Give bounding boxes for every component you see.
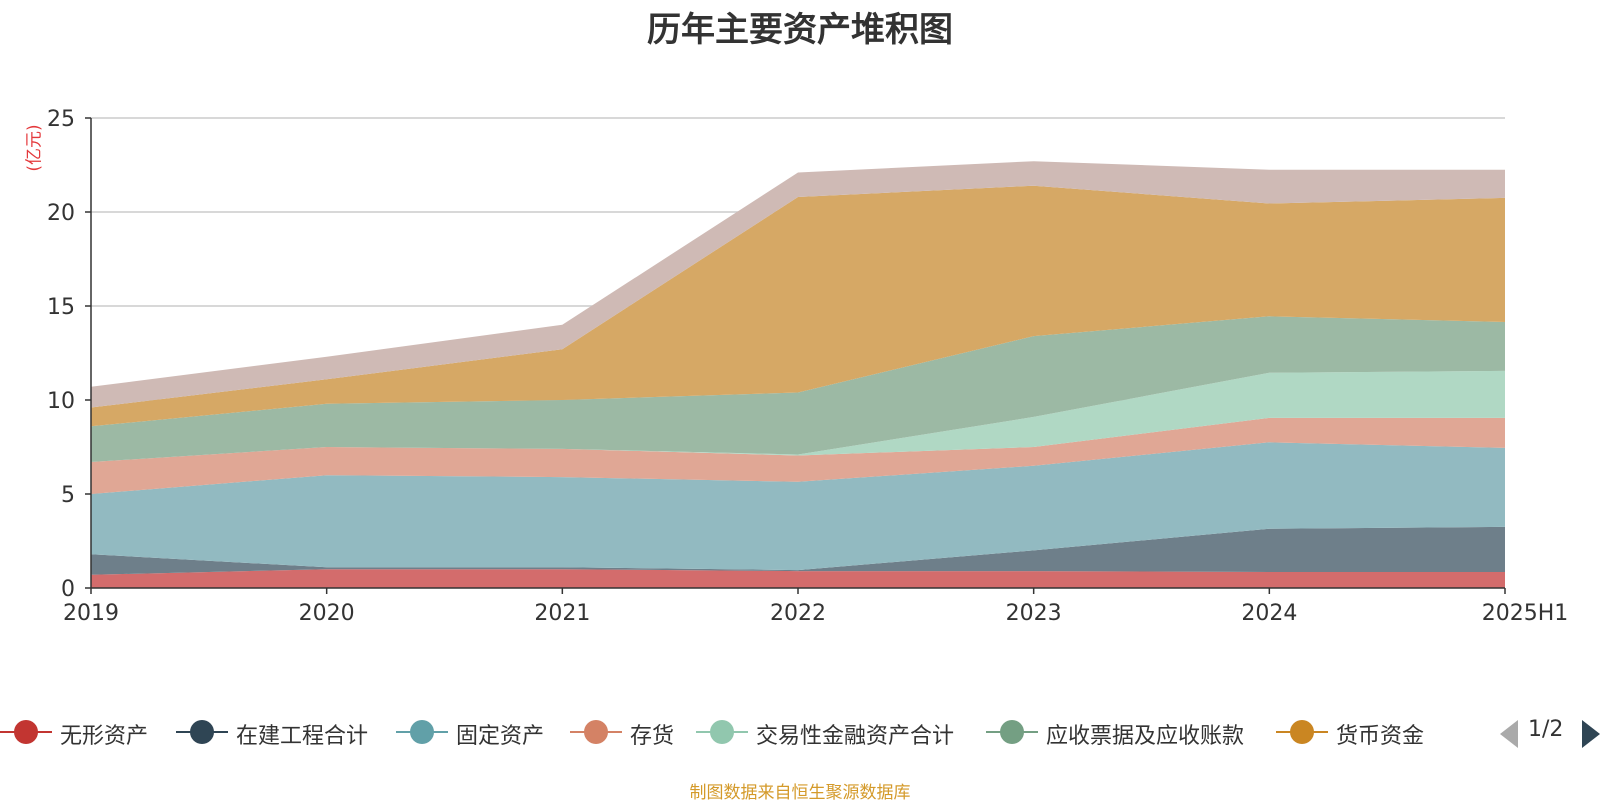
y-tick-label: 25 bbox=[47, 107, 75, 132]
legend: 无形资产 在建工程合计 固定资产 存货 交易性金融资产合计 应收票据及应收账款 … bbox=[0, 712, 1600, 752]
legend-label: 在建工程合计 bbox=[236, 724, 369, 749]
legend-dot-icon bbox=[14, 720, 38, 744]
legend-label: 无形资产 bbox=[60, 724, 149, 749]
legend-page-indicator: 1/2 bbox=[1528, 717, 1564, 742]
area-series-1 bbox=[91, 526, 1505, 575]
y-tick-label: 0 bbox=[61, 577, 75, 602]
area-series-4 bbox=[91, 370, 1505, 462]
stacked-area-chart: 0 5 10 15 20 25 2019 2020 2021 2022 2023 2024 2025H1 bbox=[47, 107, 1568, 626]
x-tick-label: 2019 bbox=[63, 601, 119, 626]
area-series-5 bbox=[91, 316, 1505, 462]
y-tick-label: 15 bbox=[47, 295, 75, 320]
area-series-6 bbox=[91, 185, 1505, 427]
legend-dot-icon bbox=[584, 720, 608, 744]
legend-label: 应收票据及应收账款 bbox=[1046, 724, 1245, 749]
x-tick-label: 2024 bbox=[1241, 601, 1297, 626]
chart-title: 历年主要资产堆积图 bbox=[647, 10, 953, 50]
legend-dot-icon bbox=[710, 720, 734, 744]
triangle-left-icon[interactable] bbox=[1500, 720, 1518, 748]
x-tick-label: 2023 bbox=[1006, 601, 1062, 626]
legend-dot-icon bbox=[1000, 720, 1024, 744]
y-tick-label: 10 bbox=[47, 389, 75, 414]
area-series-7 bbox=[91, 161, 1505, 408]
area-series bbox=[91, 161, 1505, 588]
legend-dot-icon bbox=[190, 720, 214, 744]
x-tick-label: 2021 bbox=[534, 601, 590, 626]
area-series-0 bbox=[91, 569, 1505, 588]
area-series-2 bbox=[91, 442, 1505, 571]
area-series-3 bbox=[91, 417, 1505, 494]
x-tick-label: 2022 bbox=[770, 601, 826, 626]
triangle-right-icon[interactable] bbox=[1582, 720, 1600, 748]
legend-label: 交易性金融资产合计 bbox=[756, 724, 955, 749]
legend-label: 固定资产 bbox=[456, 724, 545, 749]
x-tick-label: 2020 bbox=[299, 601, 355, 626]
legend-label: 货币资金 bbox=[1336, 724, 1425, 749]
y-tick-label: 5 bbox=[61, 483, 75, 508]
legend-dot-icon bbox=[1290, 720, 1314, 744]
legend-dot-icon bbox=[410, 720, 434, 744]
x-tick-label: 2025H1 bbox=[1482, 601, 1569, 626]
source-note: 制图数据来自恒生聚源数据库 bbox=[689, 783, 911, 803]
axes: 0 5 10 15 20 25 2019 2020 2021 2022 2023 2024 2025H1 bbox=[47, 107, 1568, 626]
y-tick-label: 20 bbox=[47, 201, 75, 226]
legend-label: 存货 bbox=[630, 724, 675, 749]
